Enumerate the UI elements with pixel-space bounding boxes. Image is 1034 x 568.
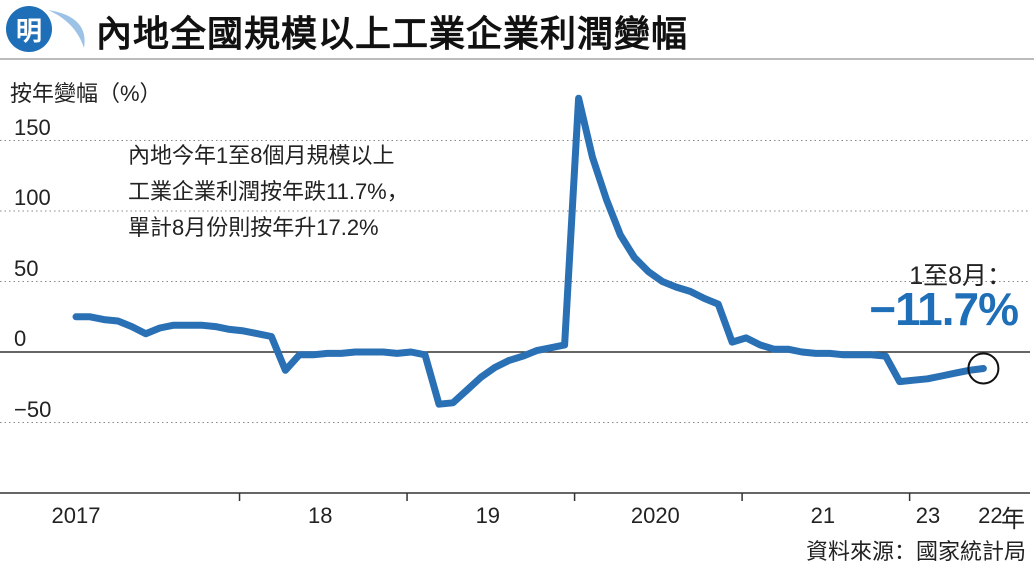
annotation-text: 內地今年1至8個月規模以上 工業企業利潤按年跌11.7%， 單計8月份則按年升1…	[128, 138, 409, 246]
series-line	[72, 94, 987, 408]
y-axis-label: 按年變幅（%）	[10, 81, 162, 106]
x-tick-label: 22	[978, 503, 1003, 528]
annotation-line-1: 內地今年1至8個月規模以上	[128, 143, 395, 168]
annotation-line-2: 工業企業利潤按年跌11.7%，	[128, 179, 409, 204]
x-tick-label: 2017	[51, 503, 101, 528]
y-tick-label: 0	[14, 326, 27, 351]
annotation-line-3: 單計8月份則按年升17.2%	[128, 215, 379, 240]
x-tick-label: 23	[915, 503, 941, 528]
x-tick-label: 21	[810, 503, 836, 528]
x-tick-label: 19	[475, 503, 501, 528]
callout-period-label: 1至8月：	[909, 262, 1012, 290]
header: 明 內地全國規模以上工業企業利潤變幅	[0, 0, 1034, 58]
y-tick-label: 50	[14, 255, 39, 281]
chart-title: 內地全國規模以上工業企業利潤變幅	[96, 13, 689, 54]
callout-value: −11.7%	[869, 283, 1019, 335]
brand-logo-icon: 明	[6, 6, 52, 52]
logo-swoosh-icon	[48, 10, 85, 48]
y-tick-label: 100	[14, 185, 51, 210]
title-divider	[0, 58, 1034, 60]
x-tick-label: 18	[308, 503, 333, 528]
y-tick-label: 150	[14, 114, 51, 140]
highlight-circle	[967, 352, 1000, 385]
source-note: 資料來源：國家統計局	[805, 539, 1026, 564]
x-tick-label: 2020	[630, 503, 680, 528]
y-tick-label: −50	[14, 396, 52, 422]
x-axis-unit: 年	[1001, 506, 1025, 533]
